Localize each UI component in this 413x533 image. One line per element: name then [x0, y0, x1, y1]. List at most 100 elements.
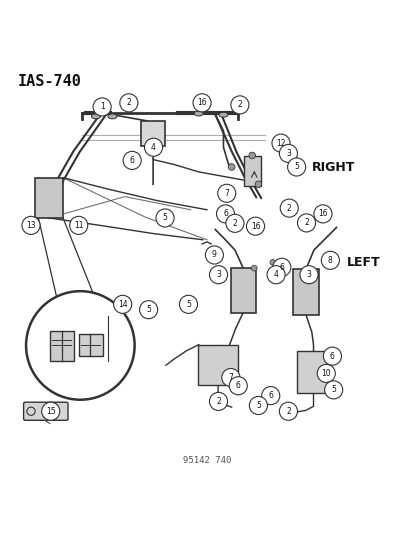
- Circle shape: [251, 265, 256, 271]
- Text: 2: 2: [232, 219, 237, 228]
- Circle shape: [209, 392, 227, 410]
- Circle shape: [93, 98, 111, 116]
- Text: 16: 16: [317, 209, 327, 219]
- Text: 7: 7: [224, 189, 229, 198]
- Text: 2: 2: [216, 397, 221, 406]
- Bar: [43, 406, 55, 417]
- Circle shape: [269, 260, 275, 265]
- Ellipse shape: [300, 221, 311, 227]
- Circle shape: [254, 181, 261, 188]
- Circle shape: [324, 381, 342, 399]
- Text: 4: 4: [273, 270, 278, 279]
- Circle shape: [249, 397, 267, 415]
- Text: 6: 6: [329, 352, 334, 361]
- Text: 12: 12: [275, 139, 285, 148]
- Text: 5: 5: [162, 214, 167, 222]
- Circle shape: [246, 217, 264, 235]
- Ellipse shape: [108, 114, 116, 119]
- Circle shape: [279, 144, 297, 163]
- Text: IAS-740: IAS-740: [18, 74, 81, 89]
- Circle shape: [287, 158, 305, 176]
- Bar: [293, 269, 318, 315]
- Circle shape: [271, 134, 290, 152]
- Text: 2: 2: [237, 100, 242, 109]
- Circle shape: [69, 216, 88, 235]
- Circle shape: [139, 301, 157, 319]
- Text: 16: 16: [250, 222, 260, 231]
- Text: 6: 6: [268, 391, 273, 400]
- Circle shape: [320, 251, 339, 269]
- Text: 5: 5: [146, 305, 151, 314]
- Text: 13: 13: [26, 221, 36, 230]
- Ellipse shape: [226, 223, 237, 229]
- Circle shape: [230, 96, 248, 114]
- Circle shape: [279, 402, 297, 421]
- Ellipse shape: [249, 223, 261, 229]
- Circle shape: [261, 386, 279, 405]
- Text: 7: 7: [228, 373, 233, 382]
- Text: 5: 5: [294, 163, 298, 172]
- Ellipse shape: [194, 111, 203, 116]
- Bar: [243, 156, 261, 186]
- Bar: [197, 345, 237, 385]
- Text: 6: 6: [223, 209, 228, 219]
- Text: 2: 2: [126, 98, 131, 107]
- Text: 15: 15: [46, 407, 55, 416]
- Bar: [141, 121, 165, 147]
- Circle shape: [272, 259, 290, 277]
- Circle shape: [225, 214, 243, 232]
- Text: 5: 5: [185, 300, 190, 309]
- Text: 2: 2: [285, 407, 290, 416]
- Circle shape: [192, 94, 211, 112]
- Circle shape: [123, 151, 141, 169]
- Circle shape: [217, 184, 235, 203]
- Text: 6: 6: [235, 381, 240, 390]
- Circle shape: [297, 214, 315, 232]
- Circle shape: [280, 199, 298, 217]
- Circle shape: [266, 265, 285, 284]
- Text: 4: 4: [151, 143, 156, 152]
- Circle shape: [299, 265, 317, 284]
- Circle shape: [156, 209, 174, 227]
- Text: 6: 6: [279, 263, 284, 272]
- Text: 1: 1: [100, 102, 104, 111]
- Text: 3: 3: [216, 270, 221, 279]
- Text: 2: 2: [286, 204, 291, 213]
- Text: RIGHT: RIGHT: [311, 161, 354, 174]
- Circle shape: [205, 246, 223, 264]
- Circle shape: [313, 205, 331, 223]
- Circle shape: [248, 152, 255, 159]
- Circle shape: [284, 266, 290, 272]
- Circle shape: [26, 291, 134, 400]
- Circle shape: [144, 138, 162, 156]
- Circle shape: [209, 265, 227, 284]
- Text: 3: 3: [306, 270, 311, 279]
- Ellipse shape: [91, 114, 100, 119]
- Text: 10: 10: [320, 369, 330, 378]
- Text: 6: 6: [129, 156, 134, 165]
- Circle shape: [22, 216, 40, 235]
- Circle shape: [114, 295, 131, 313]
- Text: 95142 740: 95142 740: [183, 456, 230, 465]
- Bar: [78, 334, 102, 356]
- Bar: [35, 177, 63, 218]
- FancyBboxPatch shape: [24, 402, 68, 421]
- Circle shape: [229, 377, 247, 395]
- Text: 16: 16: [197, 98, 206, 107]
- Text: 3: 3: [285, 149, 290, 158]
- Bar: [230, 268, 255, 312]
- Text: 14: 14: [118, 300, 127, 309]
- Text: 2: 2: [304, 219, 308, 228]
- Text: 5: 5: [255, 401, 260, 410]
- Ellipse shape: [319, 212, 330, 218]
- Circle shape: [119, 94, 138, 112]
- Ellipse shape: [218, 112, 228, 117]
- Circle shape: [323, 347, 341, 365]
- Text: 11: 11: [74, 221, 83, 230]
- Bar: [296, 351, 330, 393]
- Circle shape: [316, 365, 335, 383]
- Text: 9: 9: [211, 251, 216, 260]
- Text: 8: 8: [327, 256, 332, 265]
- Circle shape: [42, 402, 59, 421]
- Circle shape: [216, 205, 234, 223]
